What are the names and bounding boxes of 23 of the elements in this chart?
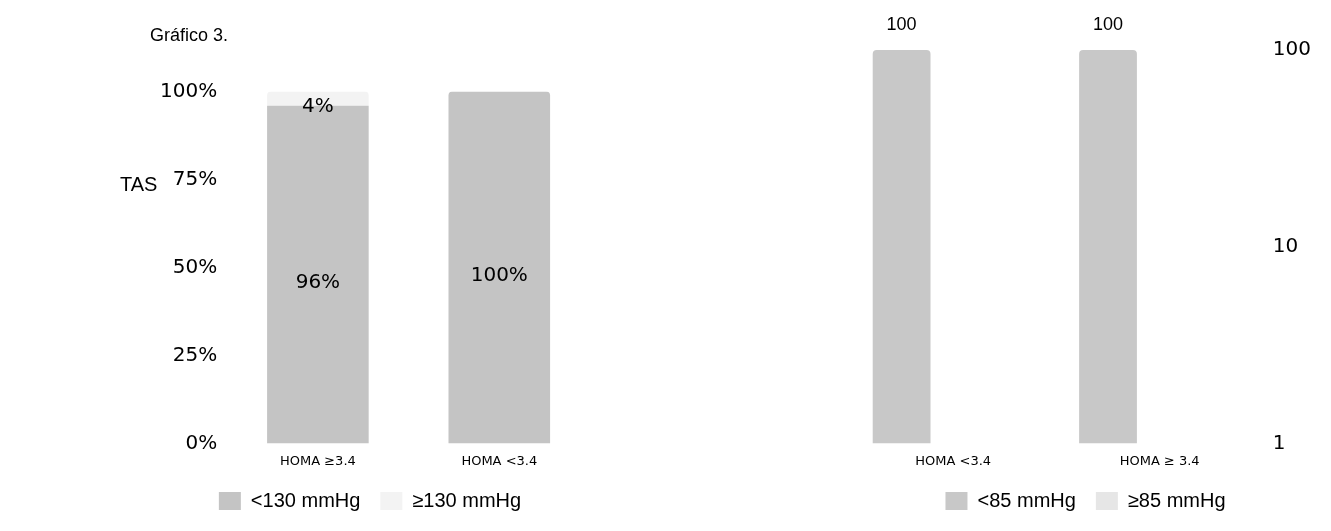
x-tick-label: HOMA ≥ 3.4: [1119, 452, 1200, 468]
data-label: 100: [1092, 13, 1124, 34]
data-label: 100%: [470, 261, 528, 286]
x-tick-label: HOMA ≥3.4: [279, 452, 356, 468]
y2-tick-label: 10: [1272, 232, 1299, 257]
x-tick-label: HOMA <3.4: [915, 452, 992, 468]
y2-tick-label: 100: [1272, 36, 1312, 61]
y-axis-title: TAS: [120, 172, 158, 195]
y2-tick-label: 1: [1272, 429, 1286, 454]
y-tick-label: 75%: [172, 165, 218, 190]
data-label: 96%: [295, 268, 341, 293]
legend-label: ≥85 mmHg: [1127, 488, 1226, 511]
y-tick-label: 25%: [172, 341, 218, 366]
data-label: 4%: [302, 92, 334, 117]
data-label: 100: [886, 13, 917, 34]
x-tick-label: HOMA <3.4: [461, 452, 538, 468]
y-tick-label: 100%: [159, 77, 218, 102]
legend-label: <85 mmHg: [977, 488, 1076, 511]
y-tick-label: 0%: [185, 429, 218, 454]
legend-label: ≥130 mmHg: [412, 488, 522, 511]
legend-label: <130 mmHg: [250, 488, 361, 511]
y-tick-label: 50%: [172, 253, 218, 278]
chart-title: Gráfico 3.: [150, 24, 229, 45]
